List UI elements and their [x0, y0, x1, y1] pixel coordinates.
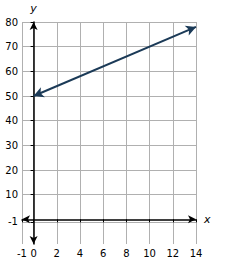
svg-text:70: 70: [5, 41, 18, 52]
svg-text:50: 50: [5, 91, 18, 102]
svg-text:12: 12: [166, 248, 179, 258]
svg-text:x: x: [203, 213, 211, 226]
svg-text:80: 80: [5, 17, 18, 28]
svg-text:0: 0: [30, 248, 36, 258]
svg-text:y: y: [29, 2, 37, 15]
svg-text:60: 60: [5, 66, 18, 77]
svg-text:2: 2: [54, 248, 60, 258]
svg-text:-1: -1: [8, 216, 18, 227]
svg-text:14: 14: [190, 248, 203, 258]
svg-text:4: 4: [77, 248, 83, 258]
svg-text:10: 10: [143, 248, 156, 258]
svg-text:-1: -1: [17, 248, 27, 258]
svg-text:10: 10: [5, 189, 18, 200]
svg-text:20: 20: [5, 165, 18, 176]
svg-text:8: 8: [123, 248, 129, 258]
svg-text:6: 6: [100, 248, 106, 258]
svg-text:40: 40: [5, 115, 18, 126]
svg-text:30: 30: [5, 140, 18, 151]
